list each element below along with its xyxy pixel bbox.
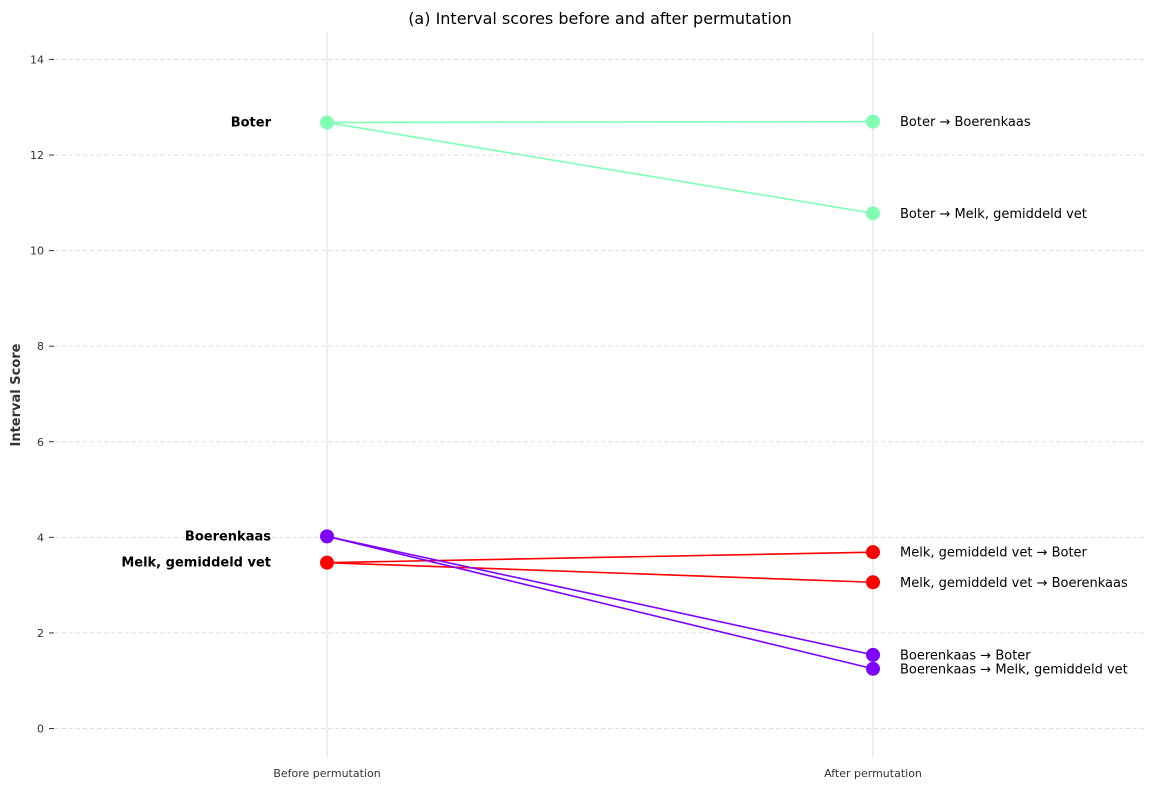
x-tick-label: Before permutation	[273, 767, 380, 780]
slope-line	[326, 535, 874, 670]
point-labels: Boter → Boerenkaas Boter → Melk, gemiddel…	[121, 115, 1128, 677]
x-tick-label: After permutation	[824, 767, 922, 780]
y-tick-label: 2	[37, 627, 44, 640]
y-tick-label: 4	[37, 531, 44, 544]
y-tick-label: 12	[30, 149, 44, 162]
x-axis: Before permutation After permutation	[273, 767, 922, 780]
after-point	[866, 545, 880, 560]
after-point	[866, 206, 880, 221]
data-points	[320, 114, 880, 676]
after-point	[866, 575, 880, 590]
y-axis: 0 2 4 6 8 10 12 14	[30, 53, 54, 736]
after-label: Boter → Boerenkaas	[900, 115, 1031, 130]
after-point	[866, 114, 880, 129]
after-point	[866, 661, 880, 676]
slope-line	[326, 120, 874, 124]
y-tick-label: 0	[37, 723, 44, 736]
before-point	[320, 555, 334, 570]
after-label: Boerenkaas → Melk, gemiddeld vet	[900, 662, 1128, 677]
slope-lines	[326, 120, 874, 670]
grid	[55, 32, 1147, 757]
before-label: Melk, gemiddeld vet	[121, 556, 271, 571]
y-tick-label: 6	[37, 436, 44, 449]
y-axis-label: Interval Score	[9, 343, 24, 446]
y-tick-label: 8	[37, 340, 44, 353]
before-point	[320, 529, 334, 544]
before-label: Boter	[231, 116, 272, 131]
after-label: Boerenkaas → Boter	[900, 648, 1031, 663]
after-point	[866, 647, 880, 662]
before-label: Boerenkaas	[185, 529, 271, 544]
slope-line	[326, 561, 874, 584]
slope-line	[326, 121, 874, 215]
slope-line	[326, 535, 874, 656]
after-label: Melk, gemiddeld vet → Boerenkaas	[900, 576, 1128, 591]
y-tick-label: 10	[30, 245, 44, 258]
after-label: Melk, gemiddeld vet → Boter	[900, 546, 1088, 561]
before-point	[320, 115, 334, 130]
slope-line	[326, 551, 874, 564]
chart-title: (a) Interval scores before and after per…	[408, 9, 792, 28]
y-tick-label: 14	[30, 53, 44, 66]
after-label: Boter → Melk, gemiddeld vet	[900, 207, 1087, 222]
